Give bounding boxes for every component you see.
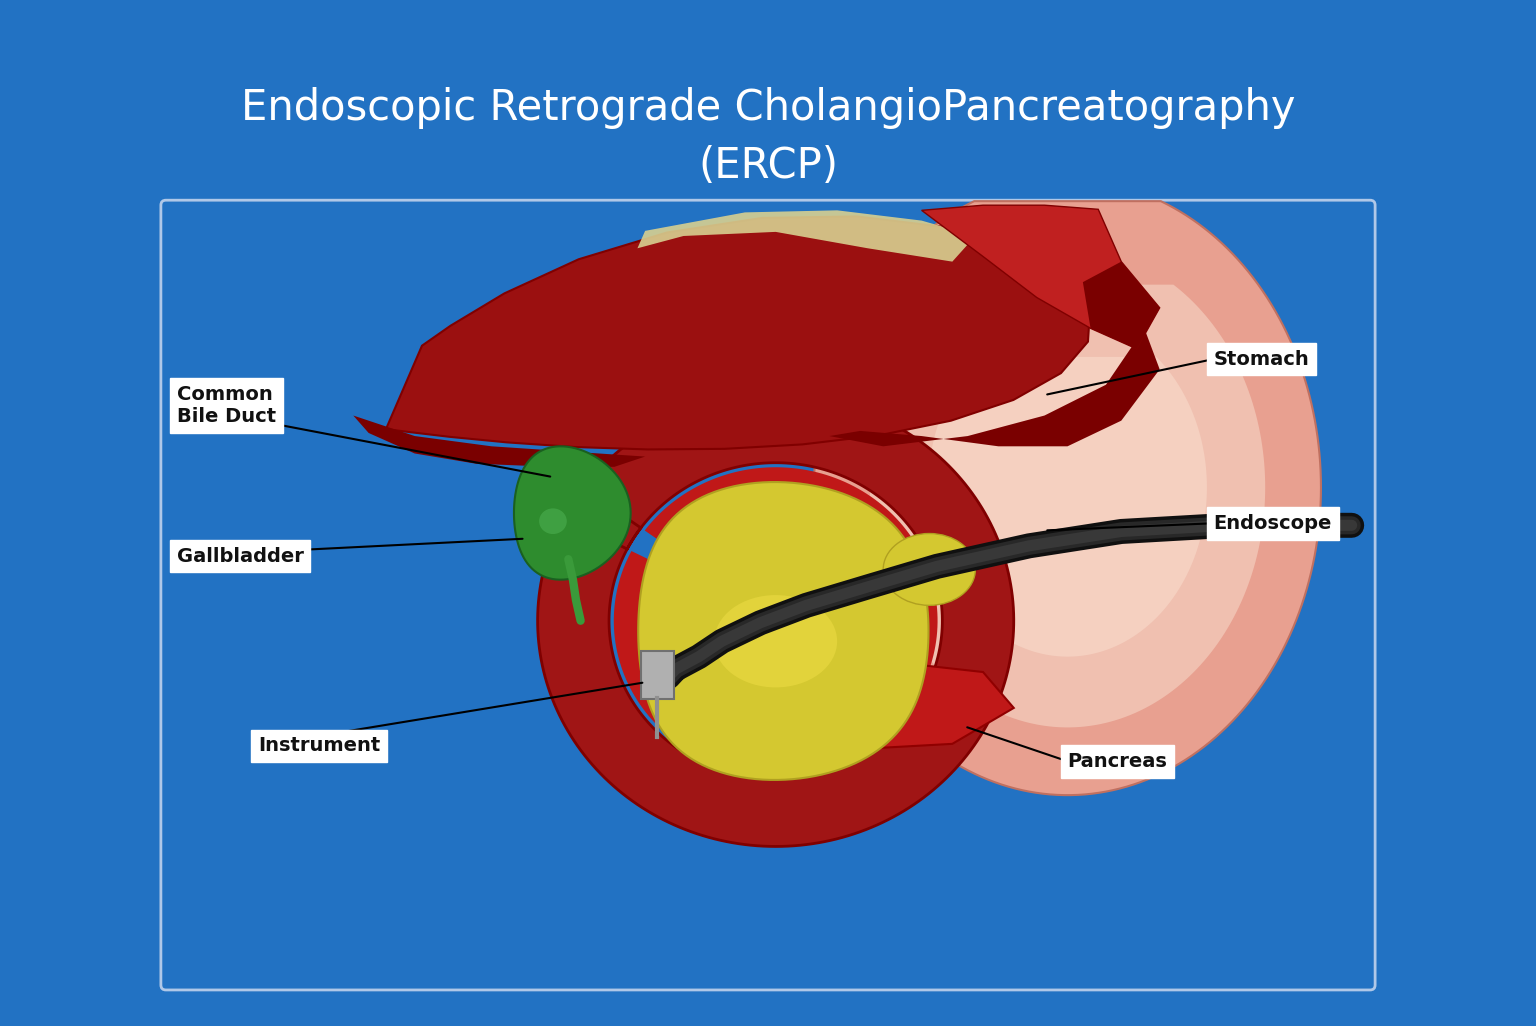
Polygon shape [637, 210, 975, 262]
Polygon shape [928, 357, 1207, 657]
Text: Endoscope: Endoscope [1213, 514, 1332, 532]
Polygon shape [353, 416, 645, 467]
Ellipse shape [883, 534, 975, 605]
Text: Gallbladder: Gallbladder [177, 547, 304, 565]
Text: Common
Bile Duct: Common Bile Duct [177, 385, 276, 426]
Polygon shape [614, 467, 937, 775]
Text: Stomach: Stomach [1213, 350, 1309, 368]
Text: Instrument: Instrument [258, 737, 381, 755]
Polygon shape [814, 201, 1321, 795]
Polygon shape [639, 482, 928, 780]
Ellipse shape [539, 509, 567, 534]
FancyBboxPatch shape [641, 650, 674, 699]
Polygon shape [829, 328, 1160, 446]
Polygon shape [538, 395, 1014, 846]
Text: (ERCP): (ERCP) [697, 146, 839, 187]
Text: Endoscopic Retrograde CholangioPancreatography: Endoscopic Retrograde CholangioPancreato… [241, 87, 1295, 128]
Polygon shape [869, 284, 1266, 727]
Polygon shape [515, 446, 631, 580]
Polygon shape [386, 216, 1091, 449]
Text: Pancreas: Pancreas [1068, 752, 1167, 771]
Polygon shape [645, 662, 1014, 749]
Polygon shape [922, 205, 1160, 349]
FancyBboxPatch shape [161, 200, 1375, 990]
Polygon shape [1083, 262, 1160, 349]
Ellipse shape [714, 595, 837, 687]
